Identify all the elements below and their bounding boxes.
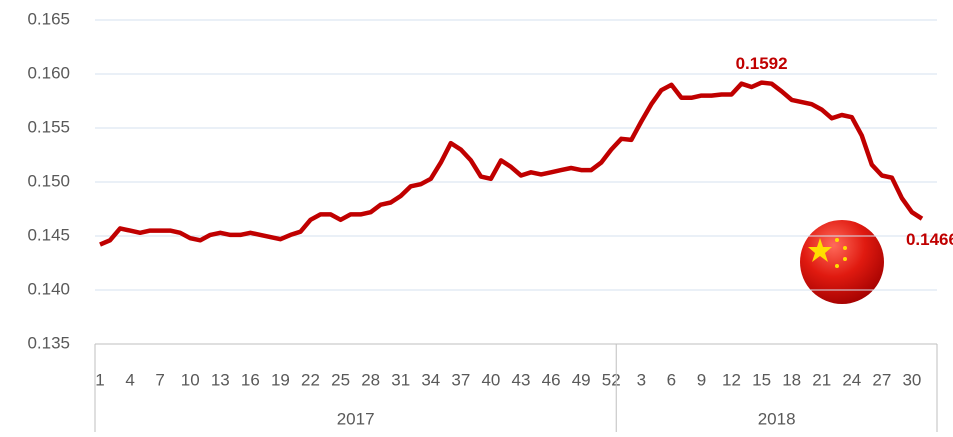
x-tick-label: 28	[361, 370, 380, 389]
x-tick-label: 1	[95, 370, 104, 389]
x-tick-label: 18	[782, 370, 801, 389]
x-tick-label: 27	[872, 370, 891, 389]
x-tick-label: 6	[667, 370, 676, 389]
group-label: 2017	[337, 409, 375, 428]
data-line	[99, 80, 924, 247]
x-tick-label: 15	[752, 370, 771, 389]
y-tick-label: 0.140	[27, 279, 70, 298]
x-tick-label: 34	[421, 370, 440, 389]
x-tick-label: 37	[451, 370, 470, 389]
x-tick-label: 22	[301, 370, 320, 389]
flag-icon	[800, 220, 884, 304]
x-tick-label: 30	[902, 370, 921, 389]
x-tick-label: 12	[722, 370, 741, 389]
x-tick-label: 16	[241, 370, 260, 389]
x-tick-label: 4	[125, 370, 134, 389]
x-tick-label: 49	[572, 370, 591, 389]
x-tick-label: 40	[481, 370, 500, 389]
x-tick-label: 21	[812, 370, 831, 389]
x-tick-label: 52	[602, 370, 621, 389]
x-tick-label: 46	[542, 370, 561, 389]
x-tick-label: 9	[697, 370, 706, 389]
group-label: 2018	[758, 409, 796, 428]
y-tick-label: 0.155	[27, 117, 70, 136]
y-tick-label: 0.150	[27, 171, 70, 190]
y-tick-label: 0.160	[27, 63, 70, 82]
x-tick-label: 19	[271, 370, 290, 389]
data-label: 0.1592	[736, 54, 788, 73]
x-tick-label: 7	[155, 370, 164, 389]
x-tick-label: 3	[637, 370, 646, 389]
data-label: 0.1466	[906, 230, 953, 249]
x-tick-label: 10	[181, 370, 200, 389]
y-tick-label: 0.165	[27, 9, 70, 28]
x-tick-label: 43	[512, 370, 531, 389]
x-tick-label: 25	[331, 370, 350, 389]
x-tick-label: 24	[842, 370, 861, 389]
y-tick-label: 0.145	[27, 225, 70, 244]
x-tick-label: 13	[211, 370, 230, 389]
y-tick-label: 0.135	[27, 333, 70, 352]
x-tick-label: 31	[391, 370, 410, 389]
